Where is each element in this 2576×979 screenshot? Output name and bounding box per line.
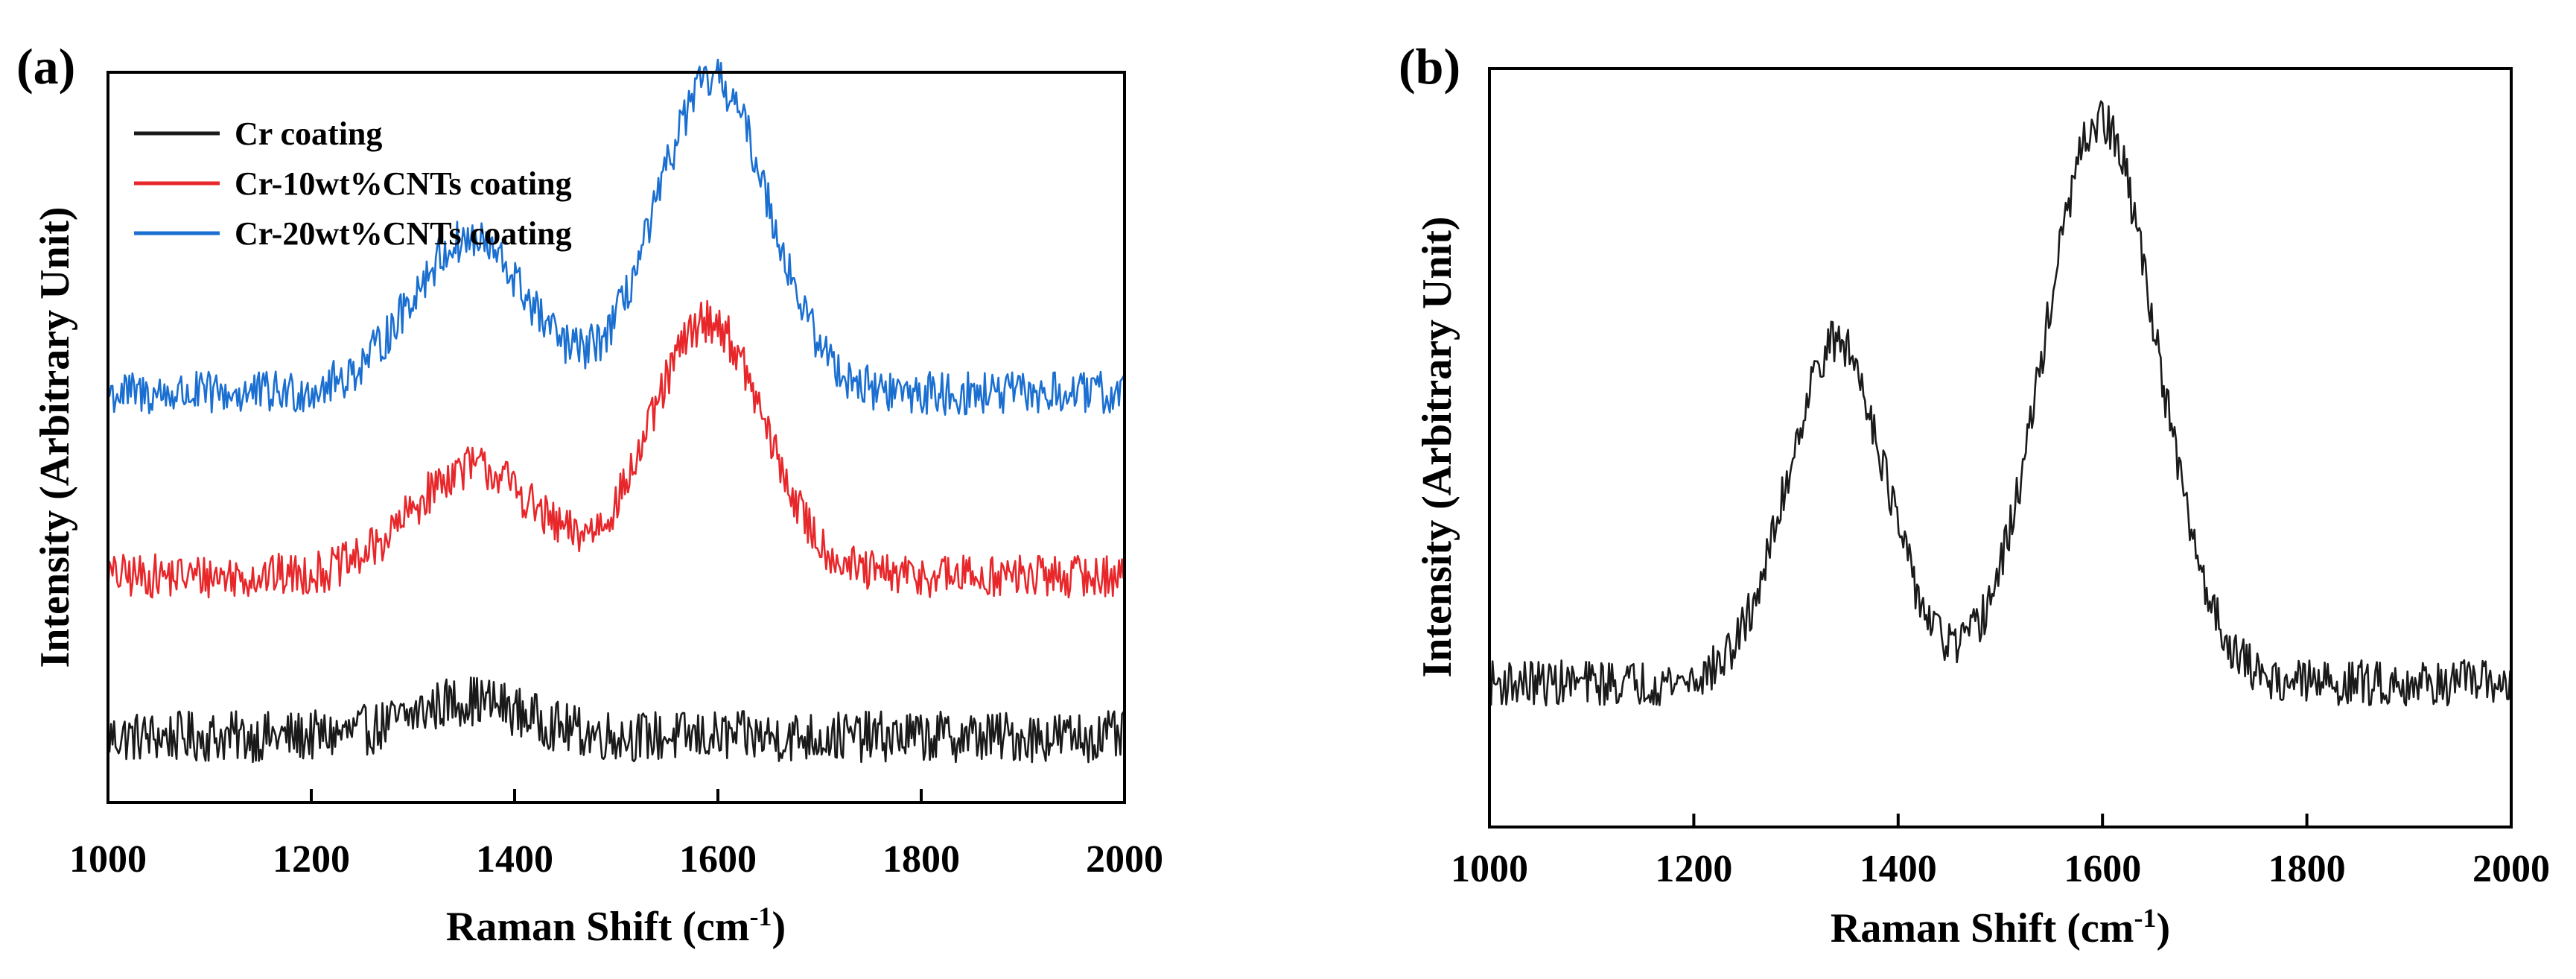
panel-a-legend-label-1: Cr coating [235,115,382,152]
panel-a-plot-frame [106,71,1126,804]
panel-a-series-line-3 [107,58,1125,416]
panel-a-x-tick-label-1200: 1200 [273,838,350,881]
panel-b-x-tick-label-1600: 1600 [2064,848,2141,890]
panel-b-x-ticks [1488,814,2513,827]
panel-a-legend-label-3: Cr-20wt%CNTs coating [235,215,572,252]
panel-b-x-tick-label-1000: 1000 [1451,848,1528,890]
panel-b-series-line-1 [1488,100,2511,707]
panel-b-x-axis-title-main: Raman Shift (cm [1831,905,2134,951]
panel-b-x-axis-title-superscript: -1 [2134,903,2156,933]
panel-a-x-tick-label-1400: 1400 [476,838,553,881]
panel-b-y-axis-title: Intensity (Arbitrary Unit) [1414,216,1460,677]
panel-a-x-axis-title-superscript: -1 [749,902,772,931]
panel-a-x-tick-label-1800: 1800 [882,838,960,881]
panel-b-label: (b) [1399,38,1460,95]
panel-b-x-axis-title-close: ) [2156,905,2170,951]
panel-a-series-line-1 [106,676,1125,764]
panel-b-x-tick-labels: 1000 1200 1400 1600 1800 2000 [1451,848,2550,890]
panel-a-legend-label-2: Cr-10wt%CNTs coating [235,165,572,202]
panel-b-x-tick-label-2000: 2000 [2472,848,2550,890]
panel-a-series-group [106,58,1125,764]
panel-a-x-tick-label-1000: 1000 [69,838,147,881]
panel-b-x-tick-label-1800: 1800 [2268,848,2346,890]
panel-b-x-axis-title: Raman Shift (cm-1) [1831,903,2170,951]
panel-a-x-axis-title: Raman Shift (cm-1) [446,902,786,950]
panel-a-series-line-2 [106,300,1125,599]
panel-a-x-ticks [106,789,1126,802]
panel-a-x-tick-label-1600: 1600 [679,838,757,881]
panel-a-label: (a) [16,38,75,95]
panel-b-x-tick-label-1400: 1400 [1860,848,1937,890]
panel-a: (a) 1000 1200 1400 1600 1800 2000 Raman Shift… [16,38,1163,950]
panel-b-plot-frame [1488,67,2513,828]
panel-a-y-axis-title: Intensity (Arbitrary Unit) [32,206,78,668]
panel-b-series-group [1488,100,2511,707]
panel-b: (b) 1000 1200 1400 1600 1800 2000 Raman Shift… [1399,38,2550,951]
panel-a-x-tick-label-2000: 2000 [1086,838,1163,881]
panel-b-x-tick-label-1200: 1200 [1655,848,1732,890]
panel-a-legend: Cr coating Cr-10wt%CNTs coating Cr-20wt%CN… [134,115,572,252]
panel-a-x-tick-labels: 1000 1200 1400 1600 1800 2000 [69,838,1163,881]
panel-a-x-axis-title-close: ) [772,904,786,950]
panel-a-x-axis-title-main: Raman Shift (cm [446,904,750,950]
